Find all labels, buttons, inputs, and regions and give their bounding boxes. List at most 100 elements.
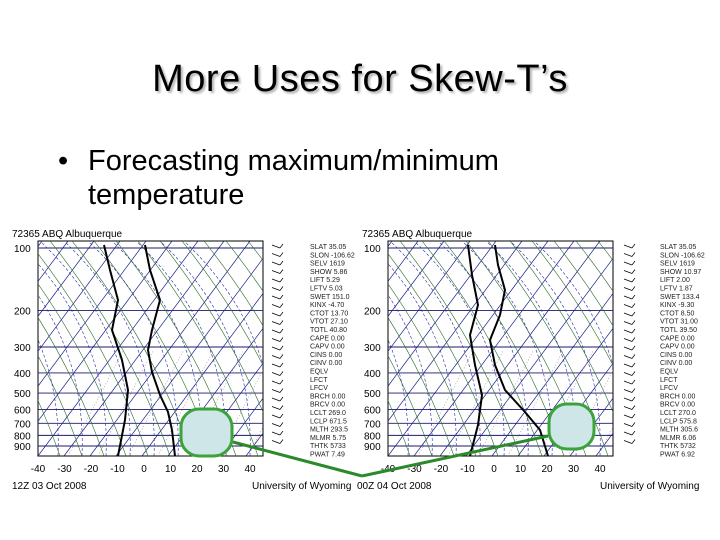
index-row: THTK 5733	[310, 443, 346, 450]
temperature-label: -30	[57, 464, 72, 475]
temperature-label: 40	[594, 464, 606, 475]
index-row: SLAT 35.05	[660, 244, 696, 251]
pressure-label: 500	[14, 389, 31, 400]
dry-adiabat-line	[49, 241, 171, 456]
index-row: MLTH 293.5	[310, 427, 348, 434]
dry-adiabat-line	[137, 241, 259, 456]
dry-adiabat-line	[388, 283, 477, 456]
wind-barb	[271, 287, 281, 291]
wind-barb-flag	[631, 252, 636, 257]
temperature-label: 0	[141, 464, 147, 475]
right-highlight-circle	[547, 402, 596, 451]
isotherm-line	[491, 292, 613, 456]
dry-adiabat-line	[509, 241, 613, 413]
temperature-label: 0	[491, 464, 497, 475]
wind-barb	[271, 423, 281, 427]
isotherm-line	[388, 241, 497, 387]
isotherm-line	[388, 241, 471, 352]
index-row: MLMR 5.75	[310, 435, 346, 442]
wind-barb-flag	[631, 405, 636, 410]
wind-barb-flag	[279, 311, 284, 317]
isotherm-line	[517, 327, 613, 456]
wind-barb	[623, 261, 633, 266]
index-row: CTOT 8.50	[660, 310, 694, 317]
moist-adiabat-line	[509, 241, 601, 456]
wind-barb-flag	[279, 320, 284, 325]
connector-line-right	[361, 434, 549, 478]
wind-barb	[623, 397, 633, 402]
wind-barb-flag	[279, 328, 284, 334]
wind-barb	[623, 329, 633, 334]
moist-adiabat-line	[388, 339, 409, 456]
wind-barb	[623, 372, 633, 376]
wind-barb-flag	[279, 252, 284, 257]
moist-adiabat-line	[159, 241, 251, 456]
temperature-label: 40	[244, 464, 256, 475]
moist-adiabat-line	[38, 263, 107, 456]
bullet-text: Forecasting maximum/minimum temperature	[88, 145, 499, 211]
wind-barb-flag	[279, 243, 284, 249]
wind-barb-flag	[631, 362, 636, 368]
wind-barb	[623, 363, 633, 368]
wind-barb	[623, 253, 633, 257]
isotherm-line	[115, 257, 263, 456]
wind-barb	[623, 295, 633, 300]
index-row: MLMR 6.06	[660, 435, 696, 442]
index-row: CAPE 0.00	[660, 335, 695, 342]
wind-barb-flag	[279, 396, 284, 402]
wind-barb	[271, 397, 281, 402]
dry-adiabat-line	[399, 241, 521, 456]
moist-adiabat-line	[38, 294, 83, 456]
index-row: CAPV 0.00	[310, 344, 345, 351]
index-row: THTK 5732	[660, 443, 696, 450]
wind-barb	[271, 355, 281, 359]
temperature-label: 20	[191, 464, 203, 475]
index-row: LIFT 2.00	[660, 277, 690, 284]
index-row: CINS 0.00	[310, 352, 342, 359]
temperature-label: 10	[165, 464, 177, 475]
dry-adiabat-line	[38, 316, 105, 456]
index-row: TOTL 39.50	[660, 327, 697, 334]
moist-adiabat-line	[63, 241, 155, 456]
wind-barb-flag	[279, 422, 284, 427]
wind-barb-flag	[279, 277, 284, 283]
wind-barb	[271, 414, 281, 419]
isotherm-line	[38, 241, 121, 352]
pressure-label: 700	[364, 419, 381, 430]
dry-adiabat-line	[203, 241, 263, 327]
dry-adiabat-line	[388, 253, 499, 456]
pressure-label: 500	[364, 389, 381, 400]
isotherm-line	[141, 292, 263, 456]
pressure-label: 900	[14, 442, 31, 453]
wind-barb-flag	[631, 430, 636, 436]
pressure-label: 200	[364, 306, 381, 317]
isotherm-line	[38, 241, 147, 387]
wind-barb-flag	[631, 345, 636, 351]
temperature-label: -10	[110, 464, 125, 475]
isotherm-line	[700, 241, 720, 456]
wind-barb	[623, 423, 633, 427]
temperature-label: 20	[541, 464, 553, 475]
index-row: LFCV	[660, 385, 678, 392]
wind-barb-flag	[279, 260, 284, 266]
index-row: KINX -4.70	[310, 302, 344, 309]
index-row: BRCH 0.00	[310, 393, 346, 400]
index-row: VTOT 27.10	[310, 319, 348, 326]
isotherm-line	[388, 241, 523, 422]
wind-barb	[623, 431, 633, 436]
dry-adiabat-line	[247, 241, 263, 261]
wind-barb	[623, 406, 633, 410]
index-row: LCLT 270.0	[660, 410, 696, 417]
pressure-label: 300	[14, 343, 31, 354]
wind-barb-flag	[631, 320, 636, 325]
wind-barb-flag	[631, 328, 636, 334]
pressure-label: 800	[14, 431, 31, 442]
wind-barb	[623, 440, 633, 444]
isotherm-line	[38, 241, 69, 282]
right-time-label: 00Z 04 Oct 2008	[357, 481, 432, 492]
wind-barb	[623, 321, 633, 325]
index-row: PWAT 7.49	[310, 452, 345, 459]
isotherm-line	[38, 241, 95, 317]
wind-barb-flag	[631, 354, 636, 359]
